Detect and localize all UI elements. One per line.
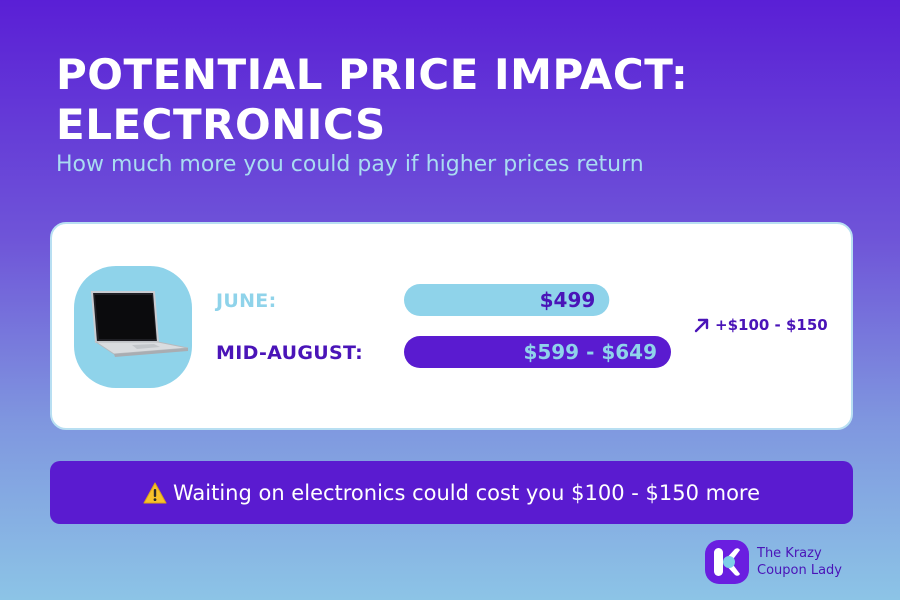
brand-name-line-2: Coupon Lady [757,563,843,578]
price-change-label: +$100 - $150 [715,316,828,334]
krazy-coupon-lady-logo-icon [705,540,749,584]
category-label-mid-august: MID-AUGUST: [216,342,364,364]
product-image-backdrop [74,266,192,388]
warning-banner: Waiting on electronics could cost you $1… [50,461,853,524]
price-bar-0 [404,284,610,316]
category-label-june: JUNE: [216,290,277,312]
brand-name-line-1: The Krazy [757,546,822,561]
warning-banner-text: Waiting on electronics could cost you $1… [172,480,761,505]
page-title: POTENTIAL PRICE IMPACT: ELECTRONICS [56,50,689,149]
brand-logo-block: The Krazy Coupon Lady [705,540,867,584]
arrow-up-right-icon [694,318,709,333]
price-bar-label-0: $499 [540,288,596,312]
page-subtitle: How much more you could pay if higher pr… [56,152,644,177]
price-change-indicator: +$100 - $150 [692,315,828,335]
price-bar-1 [404,336,671,368]
price-bar-label-1: $599 - $649 [523,340,657,364]
warning-icon [143,482,167,503]
laptop-icon [90,291,189,357]
brand-name: The Krazy Coupon Lady [757,545,867,579]
